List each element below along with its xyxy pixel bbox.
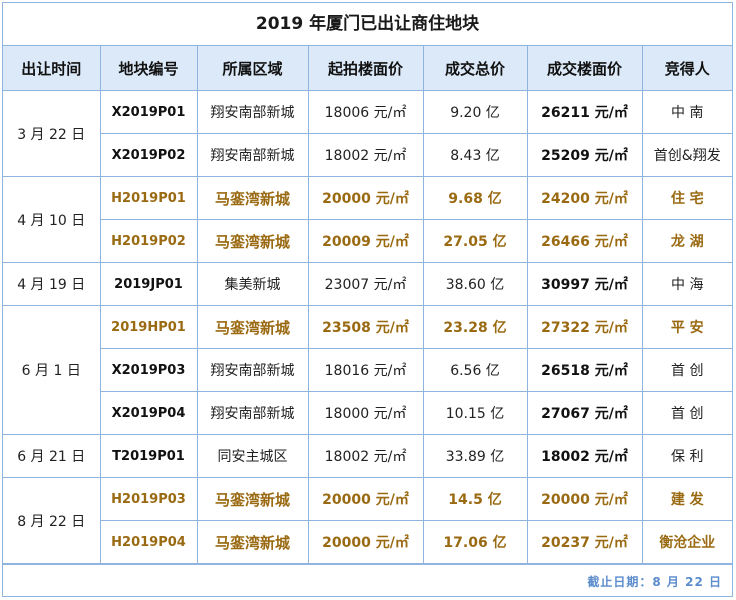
buyer-cell: 首 创 [641,348,732,392]
total-price-cell: 33.89 亿 [422,434,528,478]
table-title: 2019 年厦门已出让商住地块 [3,3,732,46]
buyer-cell: 衡沧企业 [641,520,732,564]
total-price-cell: 14.5 亿 [422,477,528,521]
final-price-cell: 27067 元/㎡ [526,391,643,435]
plot-code-cell: H2019P04 [100,520,198,564]
table-row: 4 月 19 日 2019JP01 集美新城 23007 元/㎡ 38.60 亿 3099… [3,262,732,306]
sale-date-cell: 3 月 22 日 [3,90,101,177]
sale-date-cell: 4 月 19 日 [3,262,101,306]
final-price-cell: 20237 元/㎡ [526,520,643,564]
table-row: 6 月 1 日 2019HP01 马銮湾新城 23508 元/㎡ 23.28 亿 2732… [3,305,732,435]
buyer-cell: 平 安 [641,305,732,349]
footer: 截止日期：8 月 22 日 [3,564,732,596]
table-body: 3 月 22 日 X2019P01 翔安南部新城 18006 元/㎡ 9.20 亿 262… [3,90,732,564]
table-row: H2019P04 马銮湾新城 20000 元/㎡ 17.06 亿 20237 元/㎡ 衡沧… [3,520,732,564]
final-price-cell: 26518 元/㎡ [526,348,643,392]
final-price-cell: 26211 元/㎡ [526,90,643,134]
final-price-cell: 25209 元/㎡ [526,133,643,177]
header-final-price: 成交楼面价 [526,46,643,91]
header-date: 出让时间 [3,46,101,91]
table-row: 3 月 22 日 X2019P01 翔安南部新城 18006 元/㎡ 9.20 亿 262… [3,90,732,177]
table-row: 6 月 21 日 T2019P01 同安主城区 18002 元/㎡ 33.89 亿 180… [3,434,732,478]
start-price-cell: 23007 元/㎡ [307,262,424,306]
final-price-cell: 30997 元/㎡ [526,262,643,306]
buyer-cell: 龙 湖 [641,219,732,263]
sale-date-cell: 6 月 21 日 [3,434,101,478]
start-price-cell: 20000 元/㎡ [307,520,424,564]
table-row: 8 月 22 日 H2019P03 马銮湾新城 20000 元/㎡ 14.5 亿 2000… [3,477,732,564]
sale-date-cell: 4 月 10 日 [3,176,101,263]
plot-code-cell: H2019P03 [99,477,198,521]
final-price-cell: 20000 元/㎡ [526,477,643,521]
area-cell: 翔安南部新城 [196,391,309,435]
buyer-cell: 住 宅 [641,176,732,220]
buyer-cell: 建 发 [641,477,732,521]
total-price-cell: 38.60 亿 [422,262,528,306]
buyer-cell: 中 南 [641,90,732,134]
total-price-cell: 9.68 亿 [422,176,528,220]
total-price-cell: 9.20 亿 [422,90,528,134]
land-sale-table: 出让时间 地块编号 所属区域 起拍楼面价 成交总价 成交楼面价 竞得人 3 月 … [3,46,732,564]
buyer-cell: 首 创 [641,391,732,435]
total-price-cell: 17.06 亿 [422,520,528,564]
final-price-cell: 18002 元/㎡ [526,434,643,478]
header-code: 地块编号 [99,46,198,91]
plot-code-cell: H2019P01 [99,176,198,220]
plot-code-cell: X2019P04 [100,391,198,435]
start-price-cell: 20009 元/㎡ [307,219,424,263]
buyer-cell: 中 海 [641,262,732,306]
buyer-cell: 首创&翔发 [641,133,732,177]
area-cell: 同安主城区 [196,434,309,478]
start-price-cell: 20000 元/㎡ [307,477,424,521]
final-price-cell: 27322 元/㎡ [526,305,643,349]
total-price-cell: 27.05 亿 [422,219,528,263]
header-total: 成交总价 [422,46,528,91]
plot-code-cell: 2019HP01 [99,305,198,349]
area-cell: 翔安南部新城 [196,348,309,392]
final-price-cell: 24200 元/㎡ [526,176,643,220]
final-price-cell: 26466 元/㎡ [526,219,643,263]
start-price-cell: 18002 元/㎡ [307,133,424,177]
total-price-cell: 23.28 亿 [422,305,528,349]
header-row: 出让时间 地块编号 所属区域 起拍楼面价 成交总价 成交楼面价 竞得人 [3,46,732,91]
area-cell: 集美新城 [196,262,309,306]
start-price-cell: 18002 元/㎡ [307,434,424,478]
buyer-cell: 保 利 [641,434,732,478]
sale-date-cell: 6 月 1 日 [3,305,101,435]
plot-code-cell: 2019JP01 [99,262,198,306]
start-price-cell: 18016 元/㎡ [307,348,424,392]
table-row: X2019P02 翔安南部新城 18002 元/㎡ 8.43 亿 25209 元/㎡ 首创… [3,133,732,177]
header-buyer: 竞得人 [641,46,732,91]
area-cell: 翔安南部新城 [196,90,309,134]
total-price-cell: 8.43 亿 [422,133,528,177]
total-price-cell: 6.56 亿 [422,348,528,392]
start-price-cell: 20000 元/㎡ [307,176,424,220]
plot-code-cell: X2019P03 [100,348,198,392]
plot-code-cell: H2019P02 [100,219,198,263]
start-price-cell: 18000 元/㎡ [307,391,424,435]
cutoff-date: 截止日期：8 月 22 日 [587,575,722,589]
area-cell: 马銮湾新城 [196,477,309,521]
plot-code-cell: X2019P02 [100,133,198,177]
start-price-cell: 23508 元/㎡ [307,305,424,349]
table-row: 4 月 10 日 H2019P01 马銮湾新城 20000 元/㎡ 9.68 亿 2420… [3,176,732,263]
area-cell: 翔安南部新城 [196,133,309,177]
total-price-cell: 10.15 亿 [422,391,528,435]
start-price-cell: 18006 元/㎡ [307,90,424,134]
header-area: 所属区域 [196,46,309,91]
plot-code-cell: X2019P01 [99,90,198,134]
area-cell: 马銮湾新城 [196,176,309,220]
area-cell: 马銮湾新城 [196,520,309,564]
header-start-price: 起拍楼面价 [307,46,424,91]
area-cell: 马銮湾新城 [196,305,309,349]
area-cell: 马銮湾新城 [196,219,309,263]
plot-code-cell: T2019P01 [99,434,198,478]
sale-date-cell: 8 月 22 日 [3,477,101,564]
